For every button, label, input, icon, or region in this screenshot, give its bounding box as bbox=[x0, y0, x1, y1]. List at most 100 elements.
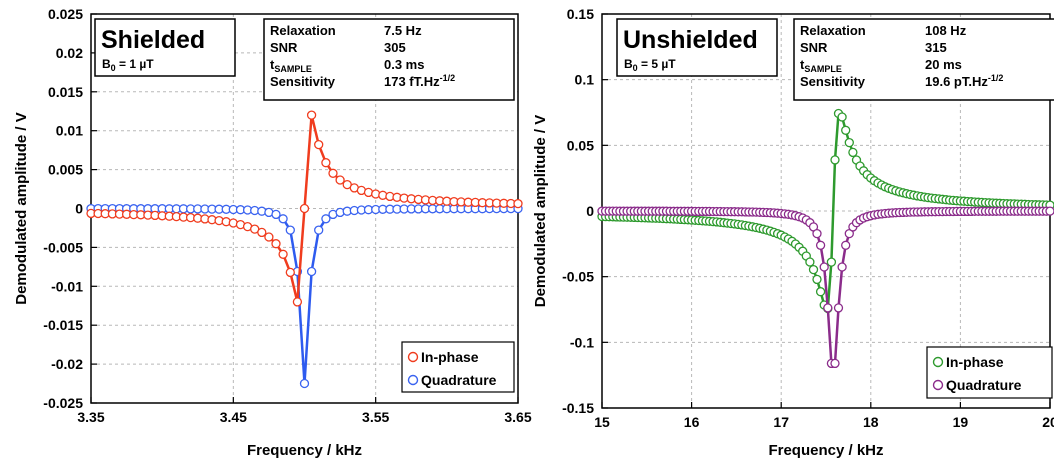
series-in-phase bbox=[86, 110, 523, 307]
data-point bbox=[819, 262, 829, 272]
y-tick-label: -0.1 bbox=[570, 334, 594, 350]
y-tick-label: -0.15 bbox=[562, 400, 594, 416]
info-value: 173 fT.Hz-1/2 bbox=[384, 73, 455, 89]
data-point bbox=[830, 358, 840, 369]
x-tick-label: 16 bbox=[684, 414, 700, 430]
data-point bbox=[513, 198, 523, 209]
condition-title: Shielded bbox=[101, 26, 205, 54]
info-value: 20 ms bbox=[925, 57, 962, 72]
data-point bbox=[278, 214, 288, 224]
y-tick-label: -0.01 bbox=[51, 278, 83, 294]
y-tick-label: 0.01 bbox=[56, 123, 83, 139]
info-label: Relaxation bbox=[270, 23, 336, 38]
series-quadrature bbox=[597, 206, 1054, 369]
data-point bbox=[823, 303, 833, 313]
info-label: Relaxation bbox=[800, 23, 866, 38]
y-tick-label: -0.005 bbox=[43, 239, 83, 255]
condition-title: Unshielded bbox=[623, 26, 758, 54]
info-label: tSAMPLE bbox=[800, 57, 842, 74]
y-tick-label: -0.015 bbox=[43, 317, 83, 333]
condition-box bbox=[94, 18, 236, 77]
chart-panel-2: 15 16 17 18 19 20 0.15 0.1 0.05 0 -0.05 -0.1 -0.15 Fr… bbox=[532, 6, 1054, 459]
y-tick-label: 0.1 bbox=[575, 72, 595, 88]
condition-box bbox=[616, 18, 778, 77]
x-tick-label: 3.35 bbox=[77, 409, 104, 425]
info-value: 19.6 pT.Hz-1/2 bbox=[925, 73, 1003, 89]
legend-label: Quadrature bbox=[421, 372, 497, 388]
y-tick-label: 0.015 bbox=[48, 84, 83, 100]
chart-panel-1: 3.35 3.45 3.55 3.65 0.025 0.02 0.015 0.01 0.005 0… bbox=[13, 6, 532, 459]
x-tick-label: 3.55 bbox=[362, 409, 389, 425]
x-tick-label: 3.45 bbox=[220, 409, 247, 425]
info-value: 0.3 ms bbox=[384, 57, 424, 72]
x-axis-label: Frequency / kHz bbox=[768, 442, 883, 459]
data-point bbox=[264, 232, 274, 242]
info-table bbox=[793, 18, 1054, 101]
data-point bbox=[812, 274, 822, 285]
data-point bbox=[314, 225, 324, 235]
y-tick-label: -0.05 bbox=[562, 269, 594, 285]
info-label: SNR bbox=[270, 40, 298, 55]
legend-marker bbox=[407, 351, 419, 363]
info-value: 7.5 Hz bbox=[384, 23, 422, 38]
x-tick-label: 17 bbox=[773, 414, 789, 430]
field-strength: B0 = 1 µT bbox=[102, 57, 154, 73]
legend bbox=[926, 346, 1053, 399]
y-tick-label: 0.02 bbox=[56, 45, 83, 61]
y-tick-label: 0.15 bbox=[567, 6, 594, 22]
data-point bbox=[335, 175, 345, 185]
series-line bbox=[602, 209, 1051, 365]
legend bbox=[401, 341, 515, 393]
y-tick-label: -0.02 bbox=[51, 356, 83, 372]
info-label: Sensitivity bbox=[270, 74, 336, 89]
y-axis-label: Demodulated amplitude / V bbox=[13, 112, 30, 305]
data-point bbox=[815, 287, 826, 297]
data-point bbox=[278, 249, 288, 259]
data-point bbox=[844, 137, 854, 148]
data-point bbox=[271, 239, 281, 249]
data-point bbox=[837, 262, 847, 272]
data-point bbox=[285, 267, 295, 278]
legend-label: In-phase bbox=[946, 354, 1004, 370]
x-axis-label: Frequency / kHz bbox=[247, 442, 362, 459]
info-label: tSAMPLE bbox=[270, 57, 312, 74]
data-point bbox=[841, 240, 851, 250]
data-point bbox=[808, 264, 819, 275]
y-tick-label: 0.025 bbox=[48, 6, 83, 22]
legend-marker bbox=[932, 379, 944, 391]
y-tick-label: 0 bbox=[75, 201, 83, 217]
series-quadrature bbox=[86, 203, 523, 389]
info-label: Sensitivity bbox=[800, 74, 866, 89]
x-tick-label: 20 bbox=[1042, 414, 1054, 430]
y-tick-label: 0 bbox=[586, 203, 594, 219]
data-point bbox=[841, 125, 851, 135]
data-point bbox=[257, 227, 267, 238]
legend-marker bbox=[932, 356, 944, 368]
data-point bbox=[271, 209, 281, 220]
data-point bbox=[1045, 206, 1054, 216]
x-tick-label: 19 bbox=[953, 414, 969, 430]
legend-marker bbox=[407, 374, 419, 386]
data-point bbox=[306, 110, 317, 120]
info-value: 315 bbox=[925, 40, 947, 55]
data-point bbox=[848, 147, 858, 158]
y-tick-label: 0.05 bbox=[567, 137, 594, 153]
data-point bbox=[805, 257, 815, 267]
y-tick-label: -0.025 bbox=[43, 395, 83, 411]
x-tick-label: 18 bbox=[863, 414, 879, 430]
data-point bbox=[833, 303, 844, 313]
data-point bbox=[292, 297, 303, 307]
info-value: 108 Hz bbox=[925, 23, 967, 38]
field-strength: B0 = 5 µT bbox=[624, 57, 676, 73]
x-tick-label: 15 bbox=[594, 414, 610, 430]
info-table bbox=[263, 18, 515, 101]
y-tick-label: 0.005 bbox=[48, 162, 83, 178]
data-point bbox=[299, 378, 310, 389]
data-point bbox=[815, 240, 826, 250]
legend-label: Quadrature bbox=[946, 377, 1022, 393]
data-point bbox=[321, 214, 331, 224]
data-point bbox=[306, 266, 317, 277]
data-point bbox=[328, 168, 338, 178]
data-point bbox=[314, 139, 324, 150]
